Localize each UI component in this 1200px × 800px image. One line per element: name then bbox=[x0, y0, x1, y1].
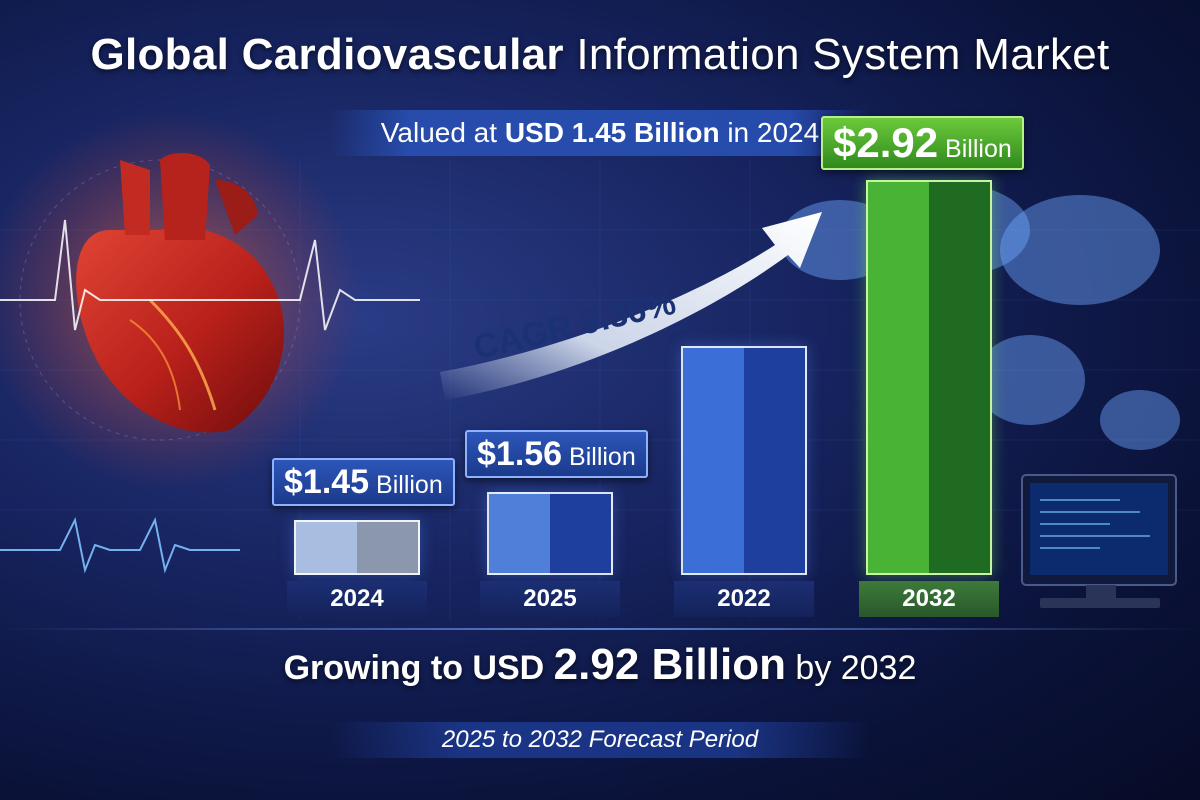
value-label-unit: Billion bbox=[562, 443, 636, 472]
value-label-2025: $1.56 Billion bbox=[465, 430, 648, 479]
title-bold: Global Cardiovascular bbox=[90, 30, 564, 79]
page-title: Global Cardiovascular Information System… bbox=[0, 30, 1200, 80]
bar-2024 bbox=[294, 520, 420, 575]
forecast-period: 2025 to 2032 Forecast Period bbox=[330, 722, 870, 758]
x-tick-label-2025: 2025 bbox=[480, 581, 620, 617]
heart-icon bbox=[76, 153, 285, 433]
valued-prefix: Valued at bbox=[380, 117, 498, 148]
growing-suffix: by 2032 bbox=[795, 649, 917, 687]
bar-2025 bbox=[487, 492, 613, 575]
value-label-amount: $1.45 bbox=[284, 463, 370, 502]
growing-amount: 2.92 Billion bbox=[553, 640, 786, 689]
x-tick-label-2032: 2032 bbox=[859, 581, 999, 617]
value-label-unit: Billion bbox=[369, 471, 443, 500]
growing-prefix: Growing to USD bbox=[283, 649, 545, 687]
ecg-line-top bbox=[0, 219, 420, 331]
value-label-amount: $1.56 bbox=[477, 435, 563, 474]
monitor-icon bbox=[1021, 474, 1177, 608]
valued-banner: Valued at USD 1.45 Billion in 2024 bbox=[330, 110, 870, 156]
value-label-2032: $2.92 Billion bbox=[821, 116, 1024, 171]
bar-2032 bbox=[866, 180, 992, 575]
growing-line: Growing to USD 2.92 Billion by 2032 bbox=[0, 640, 1200, 690]
title-light: Information System Market bbox=[576, 30, 1110, 79]
value-label-amount: $2.92 bbox=[833, 119, 939, 167]
divider bbox=[0, 628, 1200, 630]
value-label-2024: $1.45 Billion bbox=[272, 458, 455, 507]
valued-suffix: in 2024 bbox=[727, 117, 820, 148]
bar-2022 bbox=[681, 345, 807, 575]
x-tick-label-2022: 2022 bbox=[674, 581, 814, 617]
growth-arrow bbox=[440, 212, 822, 400]
valued-amount: USD 1.45 Billion bbox=[504, 117, 720, 148]
ecg-line-bottom bbox=[0, 516, 240, 574]
value-label-unit: Billion bbox=[938, 135, 1012, 164]
x-tick-label-2024: 2024 bbox=[287, 581, 427, 617]
